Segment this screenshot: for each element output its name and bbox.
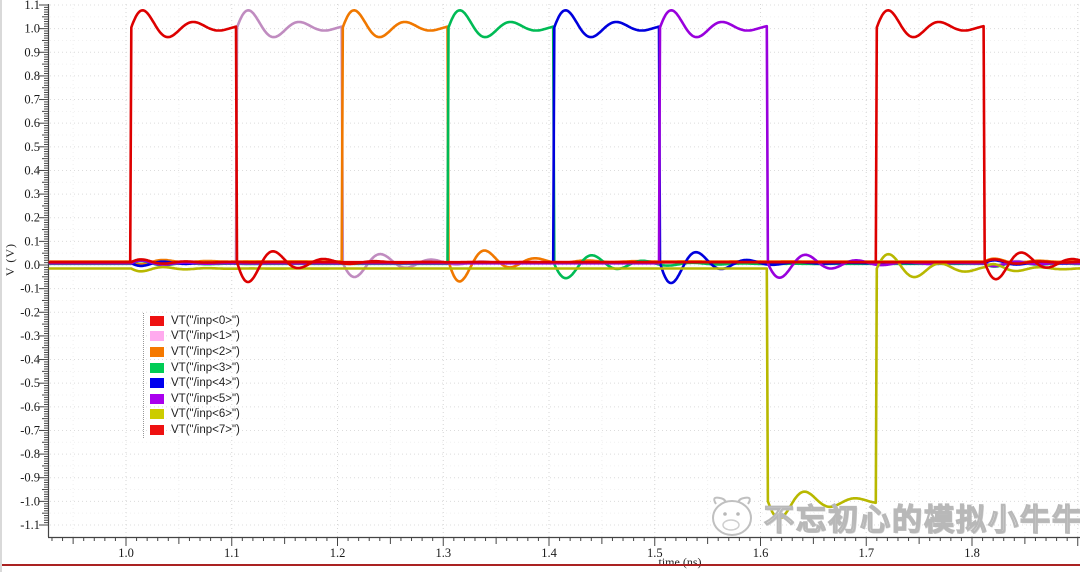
tick-labels: 1.1 1.0 0.9 0.8 0.7 0.6 0.5 0.4 0.3 0.2 0.1 0.0 -0.1… [20,0,980,560]
y-tick-label: -0.4 [20,353,41,367]
trace-inp0 [48,9,1080,284]
x-axis-title: time (ns) [658,555,702,569]
trace-inp3 [48,9,1080,280]
y-tick-label: 1.0 [24,22,40,36]
legend-swatch-icon [150,315,164,326]
legend-label: VT("/inp<4>") [171,377,240,390]
y-tick-label: 0.4 [24,163,40,177]
legend-label: VT("/inp<7>") [171,423,240,436]
trace-inp4 [48,9,1080,285]
legend-item-inp4[interactable]: VT("/inp<4>") [150,375,240,391]
legend-swatch-icon [150,331,164,342]
traces [48,9,1080,520]
y-tick-label: 0.2 [24,211,40,225]
trace-inp7 [48,9,1080,281]
legend-swatch-icon [150,424,164,435]
y-tick-label: -0.3 [20,329,40,343]
legend-swatch-icon [150,378,164,389]
y-tick-label: -1.1 [20,518,40,532]
legend-item-inp0[interactable]: VT("/inp<0>") [150,313,240,329]
y-tick-label: -0.5 [20,376,40,390]
legend-label: VT("/inp<3>") [171,361,240,374]
legend-label: VT("/inp<1>") [171,330,240,343]
legend-item-inp2[interactable]: VT("/inp<2>") [150,344,240,360]
y-tick-label: -0.6 [20,400,40,414]
y-tick-label: 0.7 [24,93,40,107]
legend-swatch-icon [150,346,164,357]
y-tick-label: -0.8 [20,447,40,461]
y-tick-label: 0.3 [24,187,40,201]
legend-item-inp5[interactable]: VT("/inp<5>") [150,391,240,407]
x-tick-label: 1.8 [964,546,980,560]
y-tick-label: -0.9 [20,471,40,485]
y-tick-label: -0.1 [20,282,40,296]
legend-item-inp7[interactable]: VT("/inp<7>") [150,422,240,438]
legend-swatch-icon [150,362,164,373]
trace-inp5 [48,9,1080,279]
x-tick-label: 1.5 [647,546,663,560]
y-tick-label: 0.9 [24,45,40,59]
legend-item-inp6[interactable]: VT("/inp<6>") [150,407,240,423]
legend-label: VT("/inp<6>") [171,408,240,421]
x-tick-label: 1.4 [541,546,557,560]
y-tick-label: 0.0 [24,258,40,272]
x-tick-label: 1.7 [858,546,874,560]
x-tick-label: 1.2 [330,546,346,560]
legend-label: VT("/inp<5>") [171,392,240,405]
x-tick-label: 1.3 [435,546,451,560]
trace-inp6 [48,252,1080,520]
y-tick-label: 0.5 [24,140,40,154]
legend-label: VT("/inp<0>") [171,314,240,327]
y-axis-title: V (V) [3,243,17,277]
legend-item-inp1[interactable]: VT("/inp<1>") [150,329,240,345]
x-tick-label: 1.1 [224,546,240,560]
legend-swatch-icon [150,393,164,404]
y-tick-label: -1.0 [20,494,40,508]
grid [50,4,1080,537]
legend-item-inp3[interactable]: VT("/inp<3>") [150,360,240,376]
y-tick-label: -0.7 [20,423,40,437]
legend-label: VT("/inp<2>") [171,345,240,358]
x-tick-label: 1.0 [118,546,134,560]
y-tick-label: 0.8 [24,69,40,83]
legend-swatch-icon [150,409,164,420]
trace-inp1 [48,9,1080,279]
y-tick-label: 0.1 [24,234,40,248]
y-tick-label: 0.6 [24,116,40,130]
legend: VT("/inp<0>") VT("/inp<1>") VT("/inp<2>") V… [143,313,240,438]
window-bottom-border [2,564,1080,566]
x-tick-label: 1.6 [753,546,769,560]
axes [39,4,1080,546]
y-tick-label: -0.2 [20,305,40,319]
trace-inp2 [48,9,1080,283]
y-tick-label: 1.1 [24,0,40,12]
